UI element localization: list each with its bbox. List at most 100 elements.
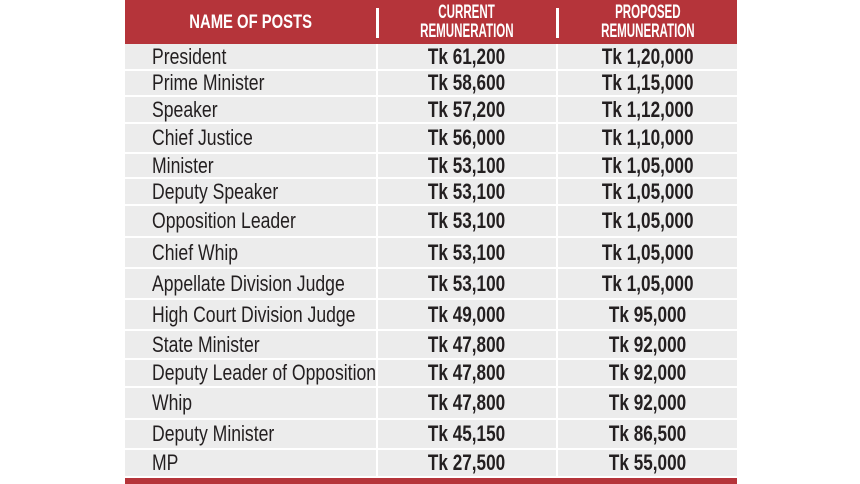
header-proposed-remuneration: PROPOSED REMUNERATION xyxy=(558,0,737,44)
post-name-cell: Chief Whip xyxy=(125,238,376,267)
proposed-remuneration: Tk 1,05,000 xyxy=(601,239,694,265)
proposed-remuneration-cell: Tk 1,12,000 xyxy=(558,97,737,122)
current-remuneration: Tk 53,100 xyxy=(428,239,506,265)
current-remuneration-cell: Tk 45,150 xyxy=(378,420,556,448)
proposed-remuneration: Tk 95,000 xyxy=(608,301,687,327)
current-remuneration-cell: Tk 47,800 xyxy=(378,360,556,386)
post-name: State Minister xyxy=(152,331,260,357)
post-name: Whip xyxy=(152,390,193,415)
header-label: CURRENT REMUNERATION xyxy=(407,3,527,41)
current-remuneration: Tk 49,000 xyxy=(428,301,506,327)
header-label: PROPOSED REMUNERATION xyxy=(588,3,708,41)
post-name-cell: State Minister xyxy=(125,331,376,358)
post-name-cell: Deputy Leader of Opposition xyxy=(125,360,376,386)
current-remuneration-cell: Tk 56,000 xyxy=(378,124,556,152)
post-name-cell: Minister xyxy=(125,154,376,177)
post-name: Chief Whip xyxy=(152,239,239,265)
post-name: Deputy Leader of Opposition xyxy=(152,360,376,385)
proposed-remuneration-cell: Tk 1,15,000 xyxy=(558,71,737,95)
table-row: Minister Tk 53,100 Tk 1,05,000 xyxy=(125,154,737,179)
table-row: President Tk 61,200 Tk 1,20,000 xyxy=(125,44,737,71)
proposed-remuneration-cell: Tk 55,000 xyxy=(558,450,737,476)
post-name: Deputy Minister xyxy=(152,421,275,446)
table-row: Deputy Minister Tk 45,150 Tk 86,500 xyxy=(125,420,737,450)
header-line: CURRENT xyxy=(438,2,496,23)
proposed-remuneration: Tk 92,000 xyxy=(608,390,687,415)
current-remuneration-cell: Tk 47,800 xyxy=(378,331,556,358)
current-remuneration-cell: Tk 58,600 xyxy=(378,71,556,95)
table-row: Speaker Tk 57,200 Tk 1,12,000 xyxy=(125,97,737,124)
current-remuneration: Tk 58,600 xyxy=(428,71,506,95)
current-remuneration-cell: Tk 53,100 xyxy=(378,238,556,267)
proposed-remuneration-cell: Tk 1,10,000 xyxy=(558,124,737,152)
proposed-remuneration: Tk 1,12,000 xyxy=(601,97,694,122)
table-row: High Court Division Judge Tk 49,000 Tk 95,… xyxy=(125,300,737,331)
current-remuneration-cell: Tk 61,200 xyxy=(378,44,556,69)
current-remuneration: Tk 53,100 xyxy=(428,270,506,296)
proposed-remuneration: Tk 1,20,000 xyxy=(601,44,694,69)
post-name: Speaker xyxy=(152,97,218,122)
table-header: NAME OF POSTS CURRENT REMUNERATION PROPOS… xyxy=(125,0,737,44)
proposed-remuneration-cell: Tk 86,500 xyxy=(558,420,737,448)
proposed-remuneration-cell: Tk 1,05,000 xyxy=(558,179,737,204)
post-name: Minister xyxy=(152,154,214,177)
header-line: REMUNERATION xyxy=(420,21,514,42)
current-remuneration-cell: Tk 47,800 xyxy=(378,388,556,418)
proposed-remuneration-cell: Tk 95,000 xyxy=(558,300,737,329)
current-remuneration: Tk 53,100 xyxy=(428,179,506,204)
proposed-remuneration-cell: Tk 1,20,000 xyxy=(558,44,737,69)
remuneration-table: NAME OF POSTS CURRENT REMUNERATION PROPOS… xyxy=(125,0,737,484)
header-current-remuneration: CURRENT REMUNERATION xyxy=(378,0,556,44)
post-name: Appellate Division Judge xyxy=(152,270,345,296)
post-name: MP xyxy=(152,450,179,475)
post-name-cell: Whip xyxy=(125,388,376,418)
table-row: Deputy Leader of Opposition Tk 47,800 Tk 9… xyxy=(125,360,737,388)
table-body: President Tk 61,200 Tk 1,20,000 Prime Minis… xyxy=(125,44,737,478)
post-name-cell: Opposition Leader xyxy=(125,206,376,236)
current-remuneration-cell: Tk 49,000 xyxy=(378,300,556,329)
current-remuneration: Tk 61,200 xyxy=(428,44,506,69)
table-row: Whip Tk 47,800 Tk 92,000 xyxy=(125,388,737,420)
header-line: PROPOSED xyxy=(614,2,681,23)
post-name-cell: Deputy Speaker xyxy=(125,179,376,204)
proposed-remuneration: Tk 86,500 xyxy=(608,421,687,446)
post-name: Prime Minister xyxy=(152,71,265,95)
post-name-cell: President xyxy=(125,44,376,69)
proposed-remuneration: Tk 1,10,000 xyxy=(601,125,694,150)
current-remuneration-cell: Tk 53,100 xyxy=(378,269,556,298)
current-remuneration: Tk 56,000 xyxy=(428,125,506,150)
proposed-remuneration: Tk 92,000 xyxy=(608,331,687,357)
header-label: NAME OF POSTS xyxy=(189,11,312,33)
current-remuneration: Tk 53,100 xyxy=(428,208,506,233)
proposed-remuneration: Tk 1,05,000 xyxy=(601,154,694,177)
footer-bar xyxy=(125,478,737,484)
current-remuneration: Tk 45,150 xyxy=(428,421,506,446)
current-remuneration-cell: Tk 57,200 xyxy=(378,97,556,122)
current-remuneration-cell: Tk 53,100 xyxy=(378,154,556,177)
proposed-remuneration-cell: Tk 1,05,000 xyxy=(558,154,737,177)
post-name: Opposition Leader xyxy=(152,208,296,233)
proposed-remuneration-cell: Tk 1,05,000 xyxy=(558,238,737,267)
current-remuneration-cell: Tk 27,500 xyxy=(378,450,556,476)
post-name: Chief Justice xyxy=(152,125,253,150)
proposed-remuneration: Tk 1,05,000 xyxy=(601,270,694,296)
proposed-remuneration-cell: Tk 1,05,000 xyxy=(558,206,737,236)
proposed-remuneration: Tk 55,000 xyxy=(608,450,687,475)
header-line: REMUNERATION xyxy=(600,21,695,42)
current-remuneration: Tk 47,800 xyxy=(428,360,506,385)
proposed-remuneration-cell: Tk 92,000 xyxy=(558,331,737,358)
proposed-remuneration: Tk 1,15,000 xyxy=(601,71,694,95)
post-name-cell: MP xyxy=(125,450,376,476)
post-name-cell: Appellate Division Judge xyxy=(125,269,376,298)
table-row: State Minister Tk 47,800 Tk 92,000 xyxy=(125,331,737,360)
proposed-remuneration: Tk 92,000 xyxy=(608,360,687,385)
header-divider xyxy=(376,8,379,38)
table-row: Appellate Division Judge Tk 53,100 Tk 1,05… xyxy=(125,269,737,300)
post-name-cell: Deputy Minister xyxy=(125,420,376,448)
post-name-cell: High Court Division Judge xyxy=(125,300,376,329)
proposed-remuneration-cell: Tk 92,000 xyxy=(558,388,737,418)
current-remuneration: Tk 47,800 xyxy=(428,390,506,415)
table-row: MP Tk 27,500 Tk 55,000 xyxy=(125,450,737,478)
header-name-of-posts: NAME OF POSTS xyxy=(125,0,376,44)
current-remuneration-cell: Tk 53,100 xyxy=(378,179,556,204)
